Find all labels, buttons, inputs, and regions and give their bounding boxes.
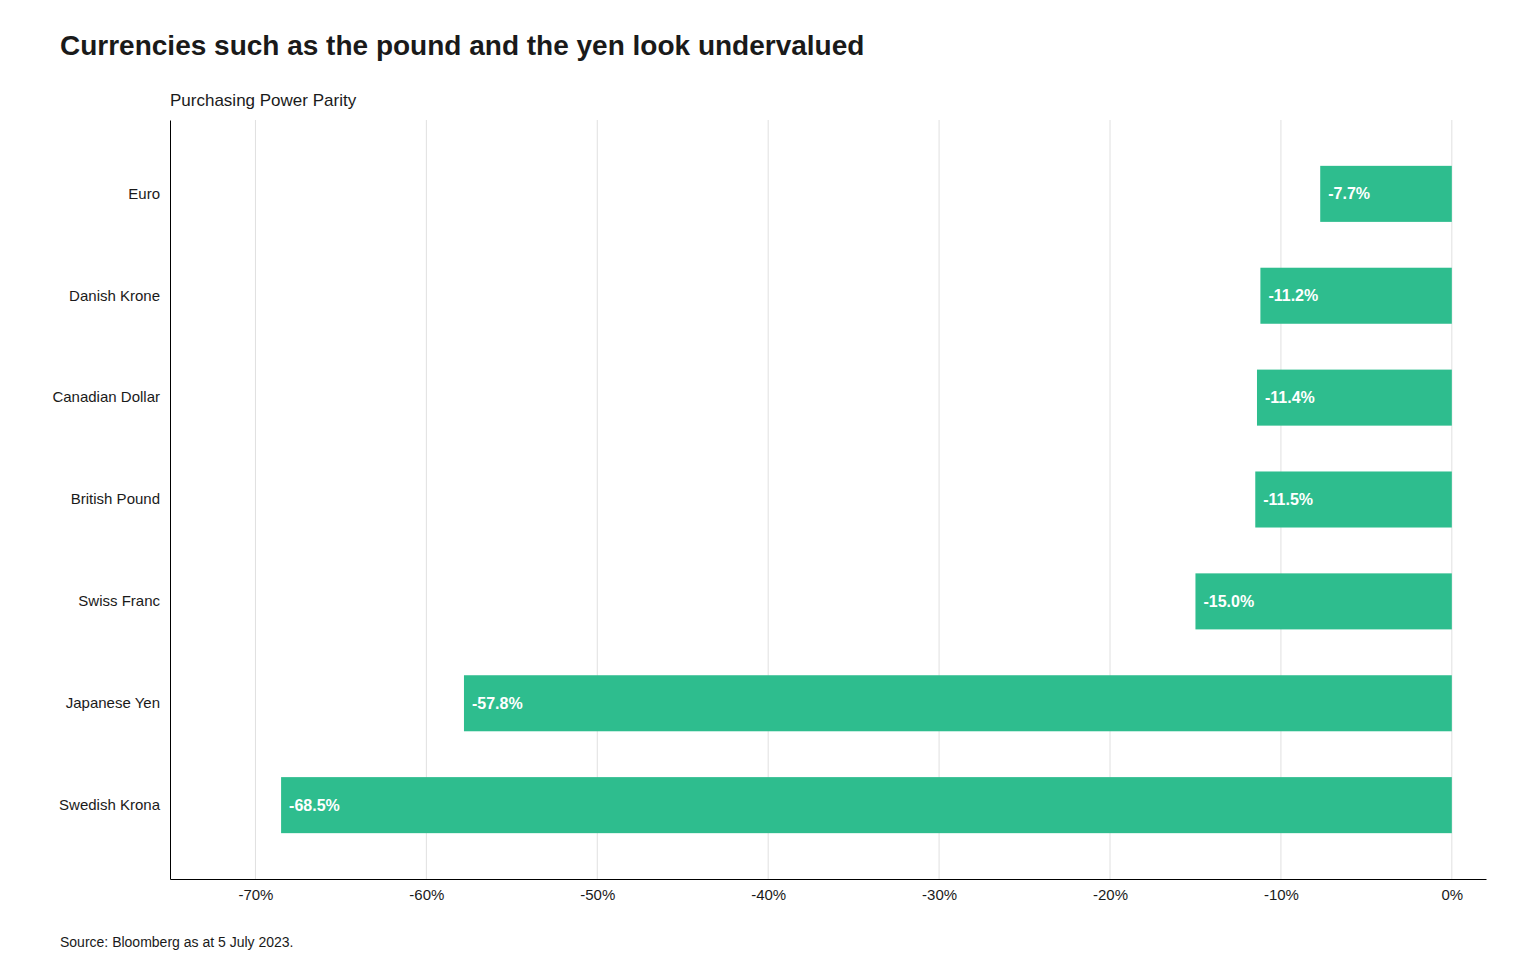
source: Source: Bloomberg as at 5 July 2023. [60, 934, 293, 950]
chart-svg: -70% -60% -50% -40% -30% -20% -10% 0% Euro Danish… [0, 0, 1536, 969]
bar [1260, 268, 1451, 324]
x-tick-label: -50% [580, 886, 615, 903]
x-tick: -40% [751, 879, 786, 903]
y-tick-label: Canadian Dollar [52, 388, 160, 405]
x-tick: -60% [409, 879, 444, 903]
bars [281, 166, 1452, 833]
data-label: -7.7% [1328, 185, 1370, 202]
data-label: -11.4% [1265, 389, 1315, 406]
grid-line [768, 120, 769, 879]
grid-line [1110, 120, 1111, 879]
bar [281, 777, 1452, 833]
y-tick-label: British Pound [71, 490, 160, 507]
x-tick: -20% [1093, 879, 1128, 903]
title: Currencies such as the pound and the yen… [60, 30, 864, 61]
y-tick: Canadian Dollar [52, 388, 170, 405]
x-axis-line [171, 879, 1487, 880]
x-tick-label: -70% [238, 886, 273, 903]
x-tick-label: -60% [409, 886, 444, 903]
y-tick: Euro [128, 185, 170, 202]
y-axis-line [170, 121, 171, 880]
grid-line [255, 120, 256, 879]
data-labels: -7.7% -11.2% -11.4% -11.5% -15.0% -57.8% -68.5… [289, 185, 1370, 813]
bar [1320, 166, 1452, 222]
y-tick-label: Swedish Krona [59, 796, 161, 813]
bar [1195, 573, 1451, 629]
x-tick: -10% [1264, 879, 1299, 903]
x-tick: -70% [238, 879, 273, 903]
data-label: -15.0% [1203, 593, 1254, 610]
bar [464, 675, 1452, 731]
y-axis: Euro Danish Krone Canadian Dollar British P… [52, 121, 170, 880]
data-label: -57.8% [472, 695, 523, 712]
x-tick: -50% [580, 879, 615, 903]
plot-area: -70% -60% -50% -40% -30% -20% -10% 0% Euro Danish… [52, 120, 1486, 903]
y-tick: Japanese Yen [66, 694, 170, 711]
data-label: -68.5% [289, 797, 340, 814]
grid-line [939, 120, 940, 879]
x-tick: 0% [1441, 879, 1463, 903]
grid-line [597, 120, 598, 879]
y-tick-label: Euro [128, 185, 160, 202]
grid [255, 120, 1451, 879]
x-tick: -30% [922, 879, 957, 903]
x-tick-label: -20% [1093, 886, 1128, 903]
y-tick-label: Danish Krone [69, 287, 160, 304]
y-tick: Swiss Franc [78, 592, 170, 609]
x-tick-label: 0% [1441, 886, 1463, 903]
y-tick-label: Swiss Franc [78, 592, 160, 609]
y-tick-label: Japanese Yen [66, 694, 160, 711]
y-tick: British Pound [71, 490, 170, 507]
x-axis: -70% -60% -50% -40% -30% -20% -10% 0% [171, 879, 1487, 903]
x-tick-label: -10% [1264, 886, 1299, 903]
y-tick: Swedish Krona [59, 796, 170, 813]
subtitle: Purchasing Power Parity [170, 91, 357, 110]
y-tick: Danish Krone [69, 287, 170, 304]
x-tick-label: -40% [751, 886, 786, 903]
x-tick-label: -30% [922, 886, 957, 903]
chart-container: -70% -60% -50% -40% -30% -20% -10% 0% Euro Danish… [0, 0, 1536, 969]
grid-line [426, 120, 427, 879]
bar [1255, 471, 1452, 527]
bar [1257, 370, 1452, 426]
data-label: -11.5% [1263, 491, 1313, 508]
data-label: -11.2% [1268, 287, 1318, 304]
